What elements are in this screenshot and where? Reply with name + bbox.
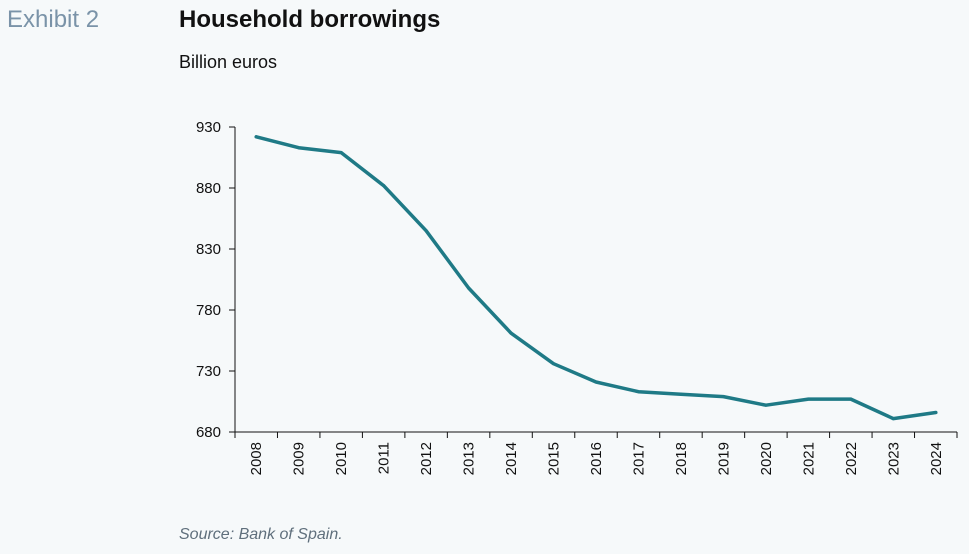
data-point (254, 135, 258, 139)
data-point (764, 403, 768, 407)
y-tick-label: 780 (196, 302, 221, 319)
data-point (891, 417, 895, 421)
series-line (254, 135, 938, 421)
x-tick-label: 2018 (673, 442, 690, 475)
y-tick-label: 680 (196, 424, 221, 441)
x-tick-label: 2022 (843, 442, 860, 475)
data-point (934, 410, 938, 414)
y-tick-label: 730 (196, 363, 221, 380)
source-note: Source: Bank of Spain. (179, 526, 343, 543)
x-tick-label: 2015 (546, 442, 563, 475)
x-tick-label: 2023 (885, 442, 902, 475)
chart-subtitle: Billion euros (179, 52, 278, 72)
x-axis: 2008 2009 2010 2011 2012 2013 2014 2015 2016 2017… (234, 431, 958, 475)
data-point (552, 362, 556, 366)
x-tick-label: 2016 (588, 442, 605, 475)
data-point (849, 397, 853, 401)
x-tick-label: 2011 (376, 442, 393, 474)
y-tick-label: 880 (196, 180, 221, 197)
exhibit-label: Exhibit 2 (7, 6, 100, 33)
x-tick-label: 2012 (418, 442, 435, 475)
x-tick-label: 2017 (630, 442, 647, 475)
data-point (721, 395, 725, 399)
data-point (467, 286, 471, 290)
x-tick-label: 2008 (248, 442, 265, 475)
y-tick-label: 930 (196, 119, 221, 136)
x-tick-label: 2009 (291, 442, 308, 475)
data-point (679, 392, 683, 396)
data-point (806, 397, 810, 401)
x-tick-label: 2020 (758, 442, 775, 475)
x-tick-label: 2010 (333, 442, 350, 475)
x-tick-label: 2013 (461, 442, 478, 475)
data-point (636, 390, 640, 394)
x-tick-label: 2021 (800, 442, 817, 475)
series-group (254, 135, 938, 421)
data-point (424, 229, 428, 233)
data-point (297, 146, 301, 150)
y-axis: 680 730 780 830 880 930 (196, 119, 236, 441)
data-point (509, 331, 513, 335)
data-point (594, 380, 598, 384)
y-tick-label: 830 (196, 241, 221, 258)
data-point (382, 184, 386, 188)
chart-title: Household borrowings (179, 6, 441, 33)
x-tick-label: 2024 (928, 442, 945, 475)
data-point (339, 151, 343, 155)
x-tick-label: 2019 (715, 442, 732, 475)
x-tick-label: 2014 (503, 442, 520, 475)
